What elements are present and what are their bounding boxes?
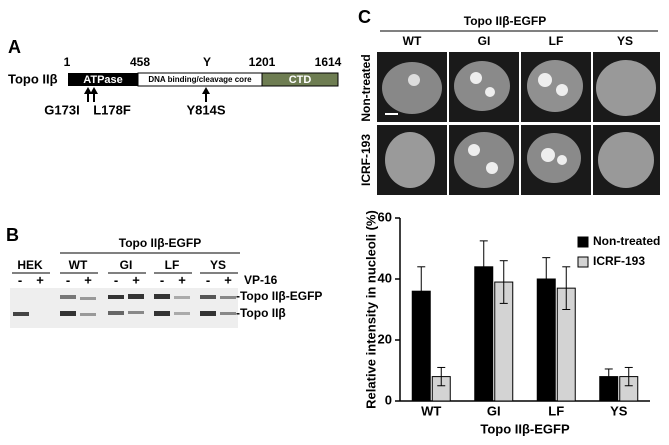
domain-label: ATPase xyxy=(83,74,123,86)
lane-label: LF xyxy=(165,258,180,272)
column-label: YS xyxy=(617,34,633,48)
x-tick-label: LF xyxy=(548,403,564,418)
legend-label: ICRF-193 xyxy=(593,254,645,268)
position-label: 458 xyxy=(130,55,150,69)
y-tick-label: 20 xyxy=(378,331,392,346)
position-label: 1 xyxy=(64,55,71,69)
treatment-sign: - xyxy=(18,272,22,287)
treatment-sign: - xyxy=(206,272,210,287)
x-tick-label: YS xyxy=(610,403,628,418)
treatment-sign: + xyxy=(178,272,186,287)
panel-label: B xyxy=(6,225,19,245)
protein-label: Topo IIβ xyxy=(8,71,58,86)
y-tick-label: 0 xyxy=(385,392,392,407)
treatment-sign: - xyxy=(66,272,70,287)
legend-label: Non-treated xyxy=(593,234,660,248)
row-label: Non-treated xyxy=(359,54,373,121)
mutation-label: Y814S xyxy=(186,102,225,117)
ctd-domain xyxy=(261,72,339,87)
treatment-sign: + xyxy=(84,272,92,287)
lane-label: WT xyxy=(69,258,88,272)
treatment-sign: + xyxy=(224,272,232,287)
y-axis-label: Relative intensity in nucleoli (%) xyxy=(363,210,378,409)
mutation-label: G173I xyxy=(44,102,79,117)
micrographs xyxy=(377,52,660,196)
y-tick-label: 60 xyxy=(378,209,392,224)
lane-label: HEK xyxy=(17,258,43,272)
blot xyxy=(10,288,238,328)
treatment-sign: - xyxy=(160,272,164,287)
legend-swatch xyxy=(577,236,589,248)
x-tick-label: WT xyxy=(421,403,441,418)
position-label: 1201 xyxy=(249,55,276,69)
construct-label: Topo IIβ-EGFP xyxy=(464,14,546,28)
row-label: ICRF-193 xyxy=(359,134,373,186)
lane-label: YS xyxy=(210,258,226,272)
column-label: LF xyxy=(549,34,564,48)
panel-label: A xyxy=(8,37,21,57)
lane-label: GI xyxy=(120,258,133,272)
legend-swatch xyxy=(577,256,589,268)
construct-label: Topo IIβ-EGFP xyxy=(119,236,201,250)
x-tick-label: GI xyxy=(487,403,501,418)
treatment-sign: - xyxy=(114,272,118,287)
column-label: WT xyxy=(403,34,422,48)
band-label: -Topo IIβ xyxy=(236,306,286,320)
treatment-label: VP-16 xyxy=(244,273,278,287)
band-label: -Topo IIβ-EGFP xyxy=(236,289,322,303)
panel-label: C xyxy=(358,7,371,27)
atpase-domain xyxy=(68,73,138,86)
position-label: Y xyxy=(203,55,211,69)
treatment-sign: + xyxy=(132,272,140,287)
mutation-label: L178F xyxy=(93,102,131,117)
domain-label: CTD xyxy=(289,74,312,86)
y-tick-label: 40 xyxy=(378,270,392,285)
mutation-arrows xyxy=(84,87,210,102)
blot-bands xyxy=(13,294,236,316)
column-label: GI xyxy=(478,34,491,48)
treatment-sign: + xyxy=(36,272,44,287)
position-label: 1614 xyxy=(315,55,342,69)
x-axis-label: Topo IIβ-EGFP xyxy=(480,421,570,436)
domain-label: DNA binding/cleavage core xyxy=(148,75,252,84)
